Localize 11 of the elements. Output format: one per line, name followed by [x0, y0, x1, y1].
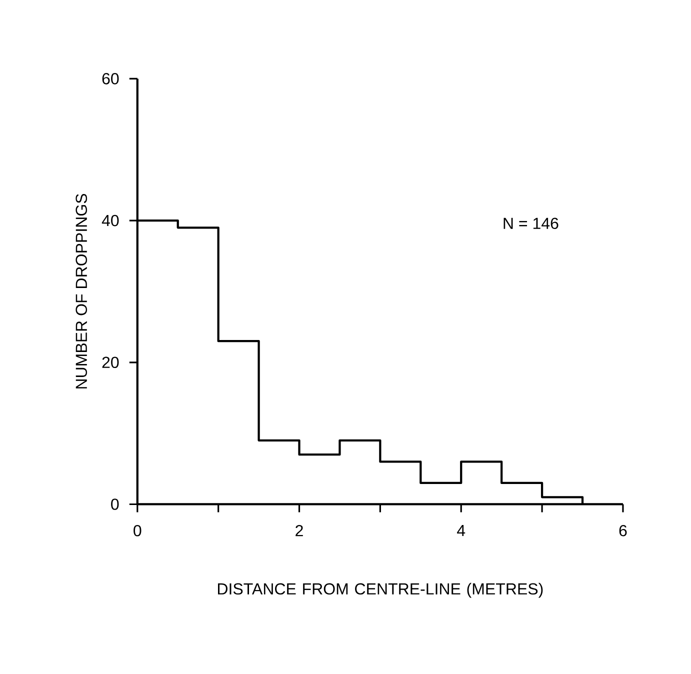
y-tick-label: 40: [102, 215, 119, 226]
y-tick-label: 0: [111, 498, 119, 510]
x-tick-label: 4: [457, 525, 466, 536]
y-axis-title: NUMBER OF DROPPINGS: [76, 194, 88, 389]
y-tick-label: 20: [102, 356, 119, 368]
x-tick-label: 6: [619, 525, 627, 536]
x-tick-label: 2: [296, 525, 303, 536]
y-tick-label: 60: [102, 73, 119, 85]
annotation: N = 146: [504, 218, 558, 230]
x-axis-title: DISTANCE FROM CENTRE-LINE (METRES): [218, 582, 543, 598]
x-tick-label: 0: [134, 525, 142, 536]
